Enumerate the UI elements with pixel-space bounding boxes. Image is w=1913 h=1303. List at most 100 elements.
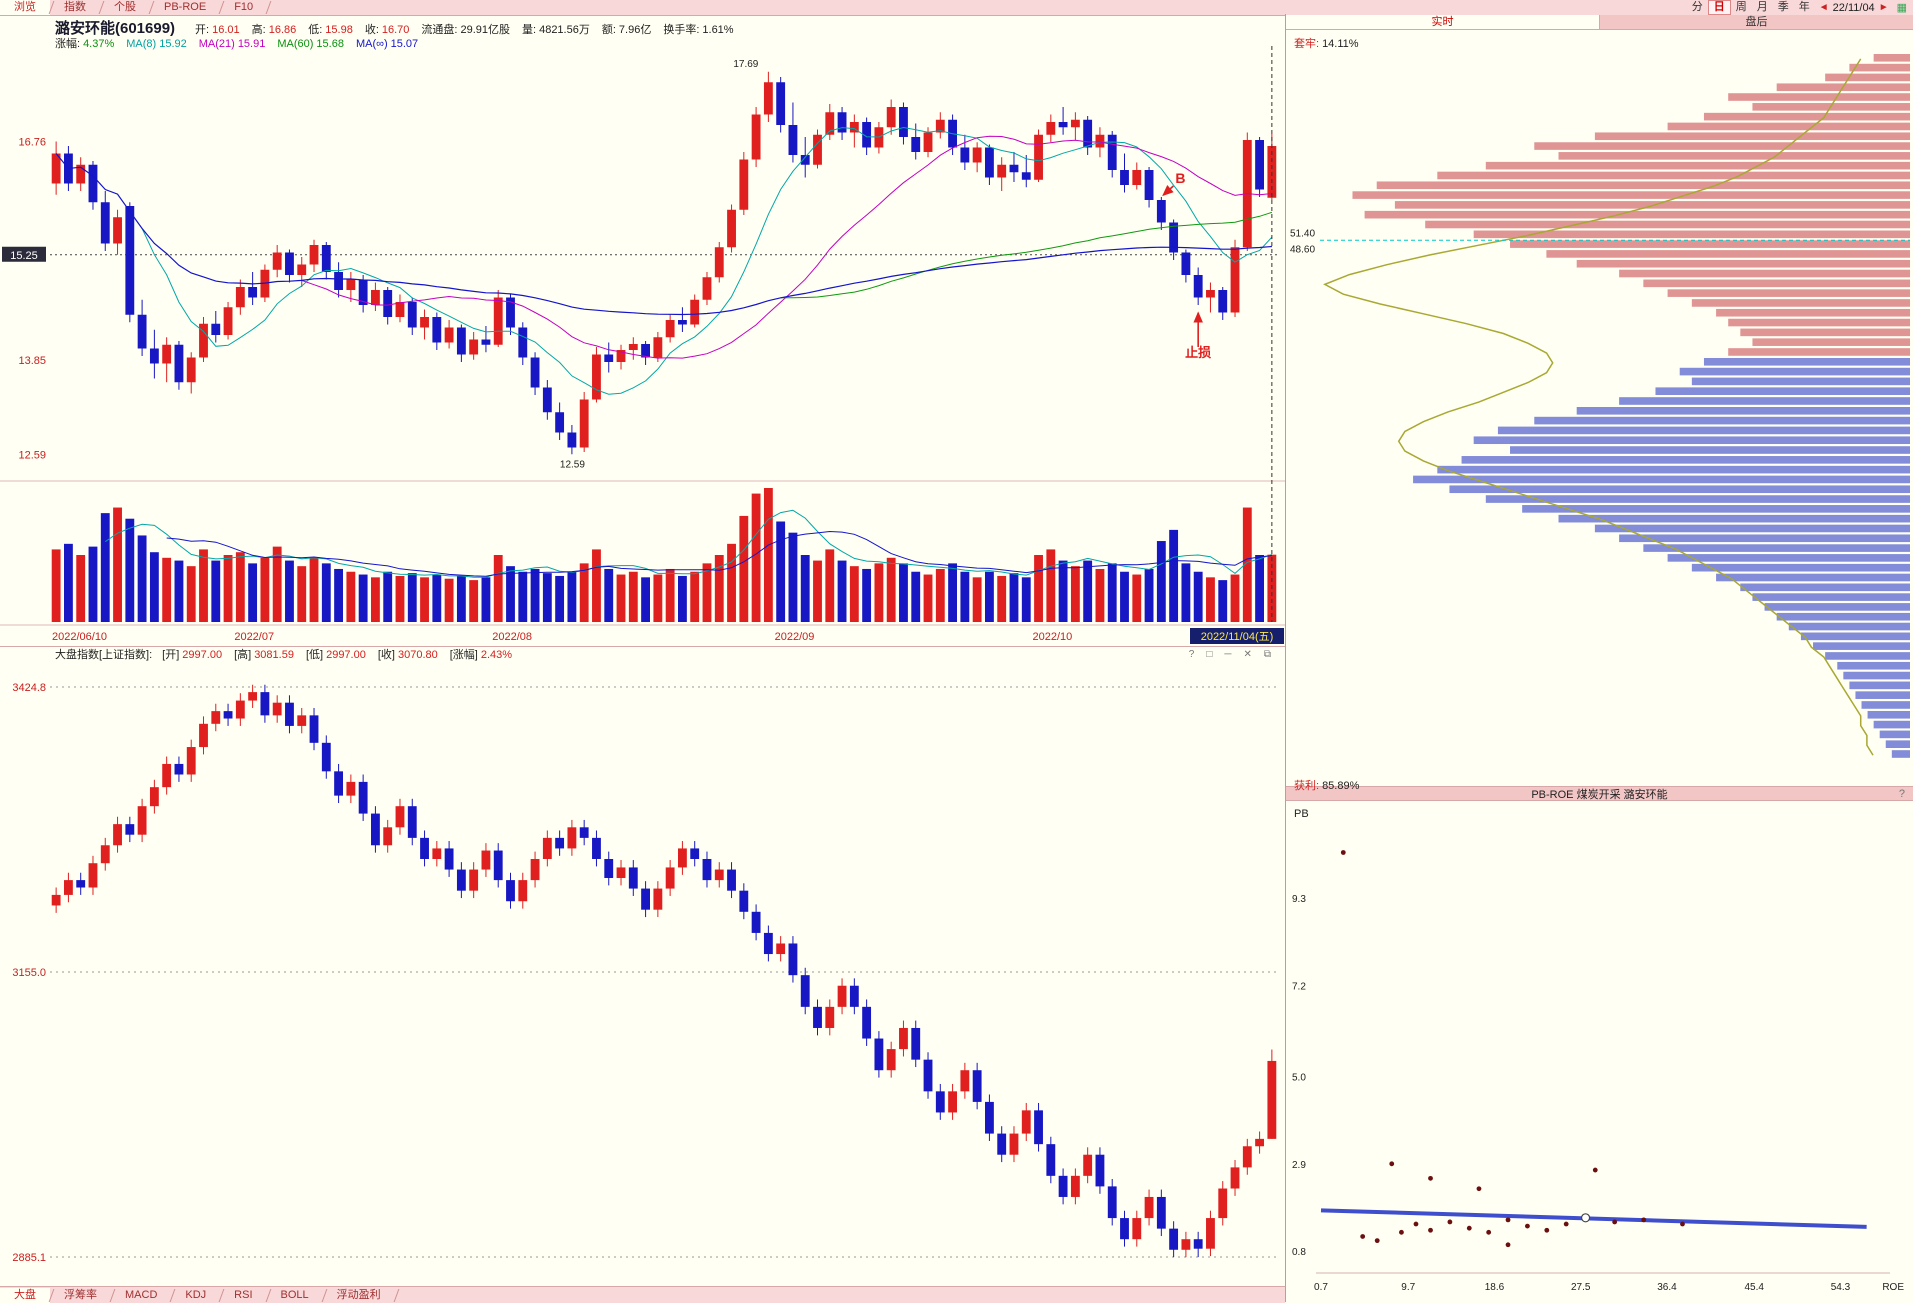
- svg-text:13.85: 13.85: [18, 355, 46, 367]
- tab-MACD[interactable]: MACD: [111, 1288, 171, 1303]
- tab-浮动盈利[interactable]: 浮动盈利: [323, 1288, 395, 1303]
- stock-info-header: 潞安环能(601699) 开: 16.01 高: 16.86 低: 15.98 收: 16.7…: [55, 17, 746, 38]
- svg-text:51.40: 51.40: [1290, 228, 1315, 239]
- profit-value: 85.89%: [1322, 780, 1360, 792]
- svg-text:2022/06/10: 2022/06/10: [52, 631, 107, 643]
- svg-text:PB: PB: [1294, 808, 1309, 820]
- stock-name: 潞安环能(601699): [55, 20, 176, 37]
- window-control-icon[interactable]: □: [1206, 648, 1213, 660]
- svg-text:2022/11/04(五): 2022/11/04(五): [1201, 631, 1274, 643]
- tab-KDJ[interactable]: KDJ: [171, 1288, 220, 1303]
- tab-浏览[interactable]: 浏览: [0, 0, 50, 15]
- stock-ma-header: 涨幅: 4.37% MA(8) 15.92 MA(21) 15.91 MA(60) 15.68…: [55, 35, 430, 51]
- profit-label: 获利:: [1294, 780, 1320, 792]
- chip-distribution-panel: 实时 盘后 套牢: 14.11% 51.40 48.60 获利: 85.89% PB-R…: [1285, 14, 1913, 1302]
- period-selector: 分日周月季年 ◄ 22/11/04 ► ▦: [1687, 0, 1913, 15]
- window-control-icon[interactable]: ✕: [1243, 648, 1252, 660]
- date-display: 22/11/04: [1832, 1, 1875, 14]
- tab-F10[interactable]: F10: [220, 0, 267, 15]
- date-next-arrow[interactable]: ►: [1878, 2, 1889, 13]
- window-controls: ? □ ─ ✕ ⧉: [1189, 649, 1285, 660]
- index-ohlc-fields: [开] 2997.00 [高] 3081.59 [低] 2997.00 [收] 3070.80…: [162, 646, 524, 662]
- svg-text:27.5: 27.5: [1571, 1282, 1591, 1293]
- window-control-icon[interactable]: ─: [1224, 648, 1232, 660]
- svg-text:B: B: [1175, 170, 1185, 186]
- stock-ma-fields: 涨幅: 4.37% MA(8) 15.92 MA(21) 15.91 MA(60) 15.68…: [55, 38, 430, 50]
- svg-text:17.69: 17.69: [733, 59, 758, 70]
- index-title: 大盘指数[上证指数]:: [55, 649, 153, 661]
- pbroe-scatter-chart: PB 9.3 7.2 5.0 2.9 0.8 0.7 9.7 18.6 27.5 36.4 45.4 5…: [1292, 808, 1904, 1293]
- field: [收] 3070.80: [377, 649, 438, 661]
- field: MA(21) 15.91: [198, 38, 266, 50]
- tab-大盘[interactable]: 大盘: [0, 1287, 50, 1303]
- profit-ratio: 获利: 85.89%: [1294, 777, 1359, 793]
- field: 收: 16.70: [364, 24, 410, 36]
- field: 流通盘: 29.91亿股: [421, 24, 511, 36]
- period-季[interactable]: 季: [1777, 1, 1789, 13]
- svg-text:2022/07: 2022/07: [234, 631, 274, 643]
- field: [开] 2997.00: [162, 649, 223, 661]
- main-candlestick-chart[interactable]: 16.76 15.25 13.85 12.59 17.69 12.59 B 止损 2022/06…: [0, 14, 1285, 646]
- period-年[interactable]: 年: [1798, 1, 1810, 13]
- field: [高] 3081.59: [234, 649, 294, 661]
- tab-个股[interactable]: 个股: [100, 0, 150, 15]
- svg-text:止损: 止损: [1185, 345, 1211, 360]
- tab-PB-ROE[interactable]: PB-ROE: [150, 0, 220, 15]
- window-control-icon[interactable]: ?: [1188, 648, 1195, 660]
- tab-盘后[interactable]: 盘后: [1599, 15, 1913, 29]
- svg-text:54.3: 54.3: [1831, 1282, 1851, 1293]
- svg-text:9.3: 9.3: [1292, 894, 1306, 905]
- tab-实时[interactable]: 实时: [1286, 15, 1599, 29]
- chip-distribution-chart: 51.40 48.60: [1290, 54, 1910, 758]
- tab-浮筹率[interactable]: 浮筹率: [50, 1288, 111, 1303]
- svg-text:12.59: 12.59: [18, 449, 46, 461]
- date-prev-arrow[interactable]: ◄: [1818, 2, 1829, 13]
- trapped-value: 14.11%: [1322, 38, 1359, 50]
- period-日[interactable]: 日: [1707, 0, 1731, 15]
- bottom-tab-bar: 大盘 浮筹率 MACD KDJ RSI BOLL 浮动盈利: [0, 1286, 1285, 1303]
- trapped-ratio: 套牢: 14.11%: [1294, 35, 1359, 51]
- chart-settings-icon[interactable]: ▦: [1896, 2, 1907, 14]
- tab-RSI[interactable]: RSI: [220, 1288, 266, 1303]
- pbroe-header: PB-ROE 煤炭开采 潞安环能 ?: [1286, 786, 1913, 801]
- indicator-tabs: 大盘 浮筹率 MACD KDJ RSI BOLL 浮动盈利: [0, 1287, 395, 1303]
- period-周[interactable]: 周: [1735, 1, 1747, 13]
- field: MA(8) 15.92: [126, 38, 187, 50]
- field: 额: 7.96亿: [601, 24, 652, 36]
- field: 换手率: 1.61%: [663, 24, 734, 36]
- help-icon[interactable]: ?: [1898, 787, 1905, 800]
- svg-text:9.7: 9.7: [1401, 1282, 1415, 1293]
- right-panel-tabs: 实时 盘后: [1286, 15, 1913, 30]
- field: 涨幅: 4.37%: [55, 38, 115, 50]
- field: MA(∞) 15.07: [355, 38, 419, 50]
- stock-ohlc-fields: 开: 16.01 高: 16.86 低: 15.98 收: 16.70 流通盘: 29.91亿股量…: [195, 21, 746, 37]
- svg-text:0.7: 0.7: [1314, 1282, 1328, 1293]
- svg-text:18.6: 18.6: [1485, 1282, 1505, 1293]
- svg-text:2.9: 2.9: [1292, 1160, 1306, 1171]
- svg-text:2022/10: 2022/10: [1033, 631, 1073, 643]
- svg-text:2885.1: 2885.1: [12, 1252, 46, 1264]
- svg-text:36.4: 36.4: [1657, 1282, 1677, 1293]
- svg-text:48.60: 48.60: [1290, 244, 1315, 255]
- field: [涨幅] 2.43%: [449, 649, 513, 661]
- index-candlestick-chart[interactable]: 3424.8 3155.0 2885.1: [0, 661, 1285, 1286]
- field: 低: 15.98: [308, 24, 353, 36]
- field: 开: 16.01: [195, 24, 240, 36]
- svg-text:5.0: 5.0: [1292, 1073, 1306, 1084]
- field: 高: 16.86: [251, 24, 297, 36]
- svg-text:3155.0: 3155.0: [12, 967, 46, 979]
- svg-text:2022/09: 2022/09: [775, 631, 815, 643]
- tab-指数[interactable]: 指数: [50, 0, 100, 15]
- svg-text:15.25: 15.25: [10, 250, 38, 262]
- period-buttons: 分日周月季年: [1687, 0, 1815, 15]
- pbroe-title: PB-ROE 煤炭开采 潞安环能: [1531, 788, 1668, 801]
- period-分[interactable]: 分: [1691, 1, 1703, 13]
- tab-BOLL[interactable]: BOLL: [267, 1288, 323, 1303]
- svg-text:45.4: 45.4: [1744, 1282, 1764, 1293]
- field: 量: 4821.56万: [522, 24, 590, 36]
- period-月[interactable]: 月: [1756, 1, 1768, 13]
- trapped-label: 套牢:: [1294, 38, 1320, 50]
- window-control-icon[interactable]: ⧉: [1263, 648, 1271, 660]
- svg-text:3424.8: 3424.8: [12, 682, 46, 694]
- svg-text:16.76: 16.76: [18, 137, 46, 149]
